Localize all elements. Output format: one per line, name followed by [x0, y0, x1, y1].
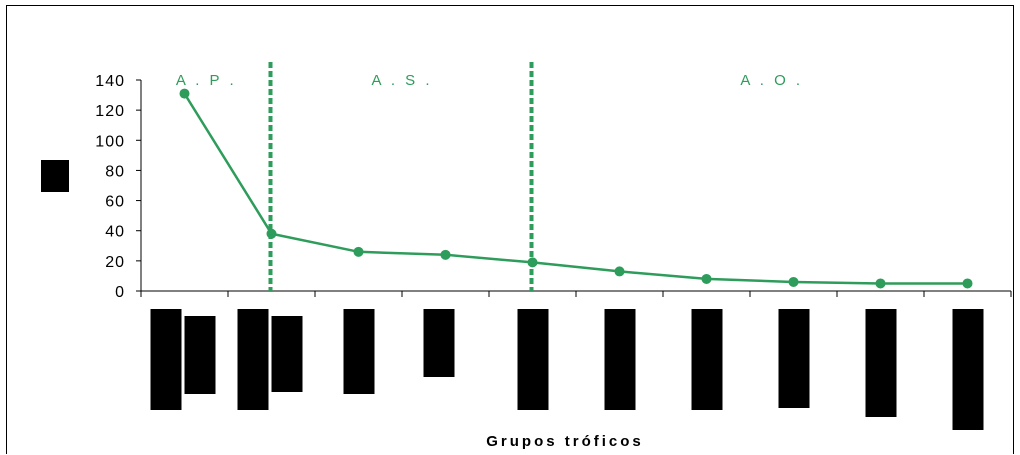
x-axis-title: Grupos tróficos — [486, 433, 644, 450]
y-tick-label: 80 — [105, 163, 125, 180]
category-label-redaction — [271, 316, 303, 392]
y-tick-label: 120 — [95, 103, 125, 120]
series-line — [183, 92, 968, 285]
y-tick-label: 0 — [115, 284, 125, 301]
data-point — [962, 278, 973, 289]
category-label-redaction — [423, 309, 455, 377]
region-label: A . S . — [371, 72, 432, 89]
category-label-redaction — [952, 309, 984, 430]
data-point — [353, 246, 364, 257]
category-label-redaction — [604, 309, 636, 410]
series — [179, 88, 973, 289]
region-label: A . O . — [740, 72, 803, 89]
category-label-redaction — [865, 309, 897, 417]
category-label-redaction — [778, 309, 810, 408]
category-label-redaction — [150, 309, 182, 410]
category-label-redaction — [184, 316, 216, 394]
category-label-redaction — [237, 309, 269, 410]
data-point — [614, 266, 625, 277]
y-tick-label: 40 — [105, 224, 125, 241]
data-point — [266, 228, 277, 239]
y-tick-label: 60 — [105, 194, 125, 211]
data-point — [875, 278, 886, 289]
data-point — [440, 249, 451, 260]
y-tick-label: 100 — [95, 133, 125, 150]
data-point — [788, 276, 799, 287]
region-label: A . P . — [176, 72, 237, 89]
y-axis-label-redaction — [41, 160, 69, 192]
category-label-redaction — [343, 309, 375, 394]
chart-frame — [6, 5, 1014, 454]
category-label-redaction — [691, 309, 723, 410]
region-dividers — [268, 62, 534, 291]
data-point — [701, 273, 712, 284]
data-point — [527, 257, 538, 268]
x-axis — [140, 290, 1012, 297]
redacted-category-labels — [150, 309, 984, 430]
y-tick-label: 140 — [95, 73, 125, 90]
y-tick-label: 20 — [105, 254, 125, 271]
data-point — [179, 88, 190, 99]
region-labels: A . P . A . S . A . O . — [176, 72, 803, 89]
y-axis: 0 20 40 60 80 100 120 140 — [95, 73, 142, 301]
category-label-redaction — [517, 309, 549, 410]
